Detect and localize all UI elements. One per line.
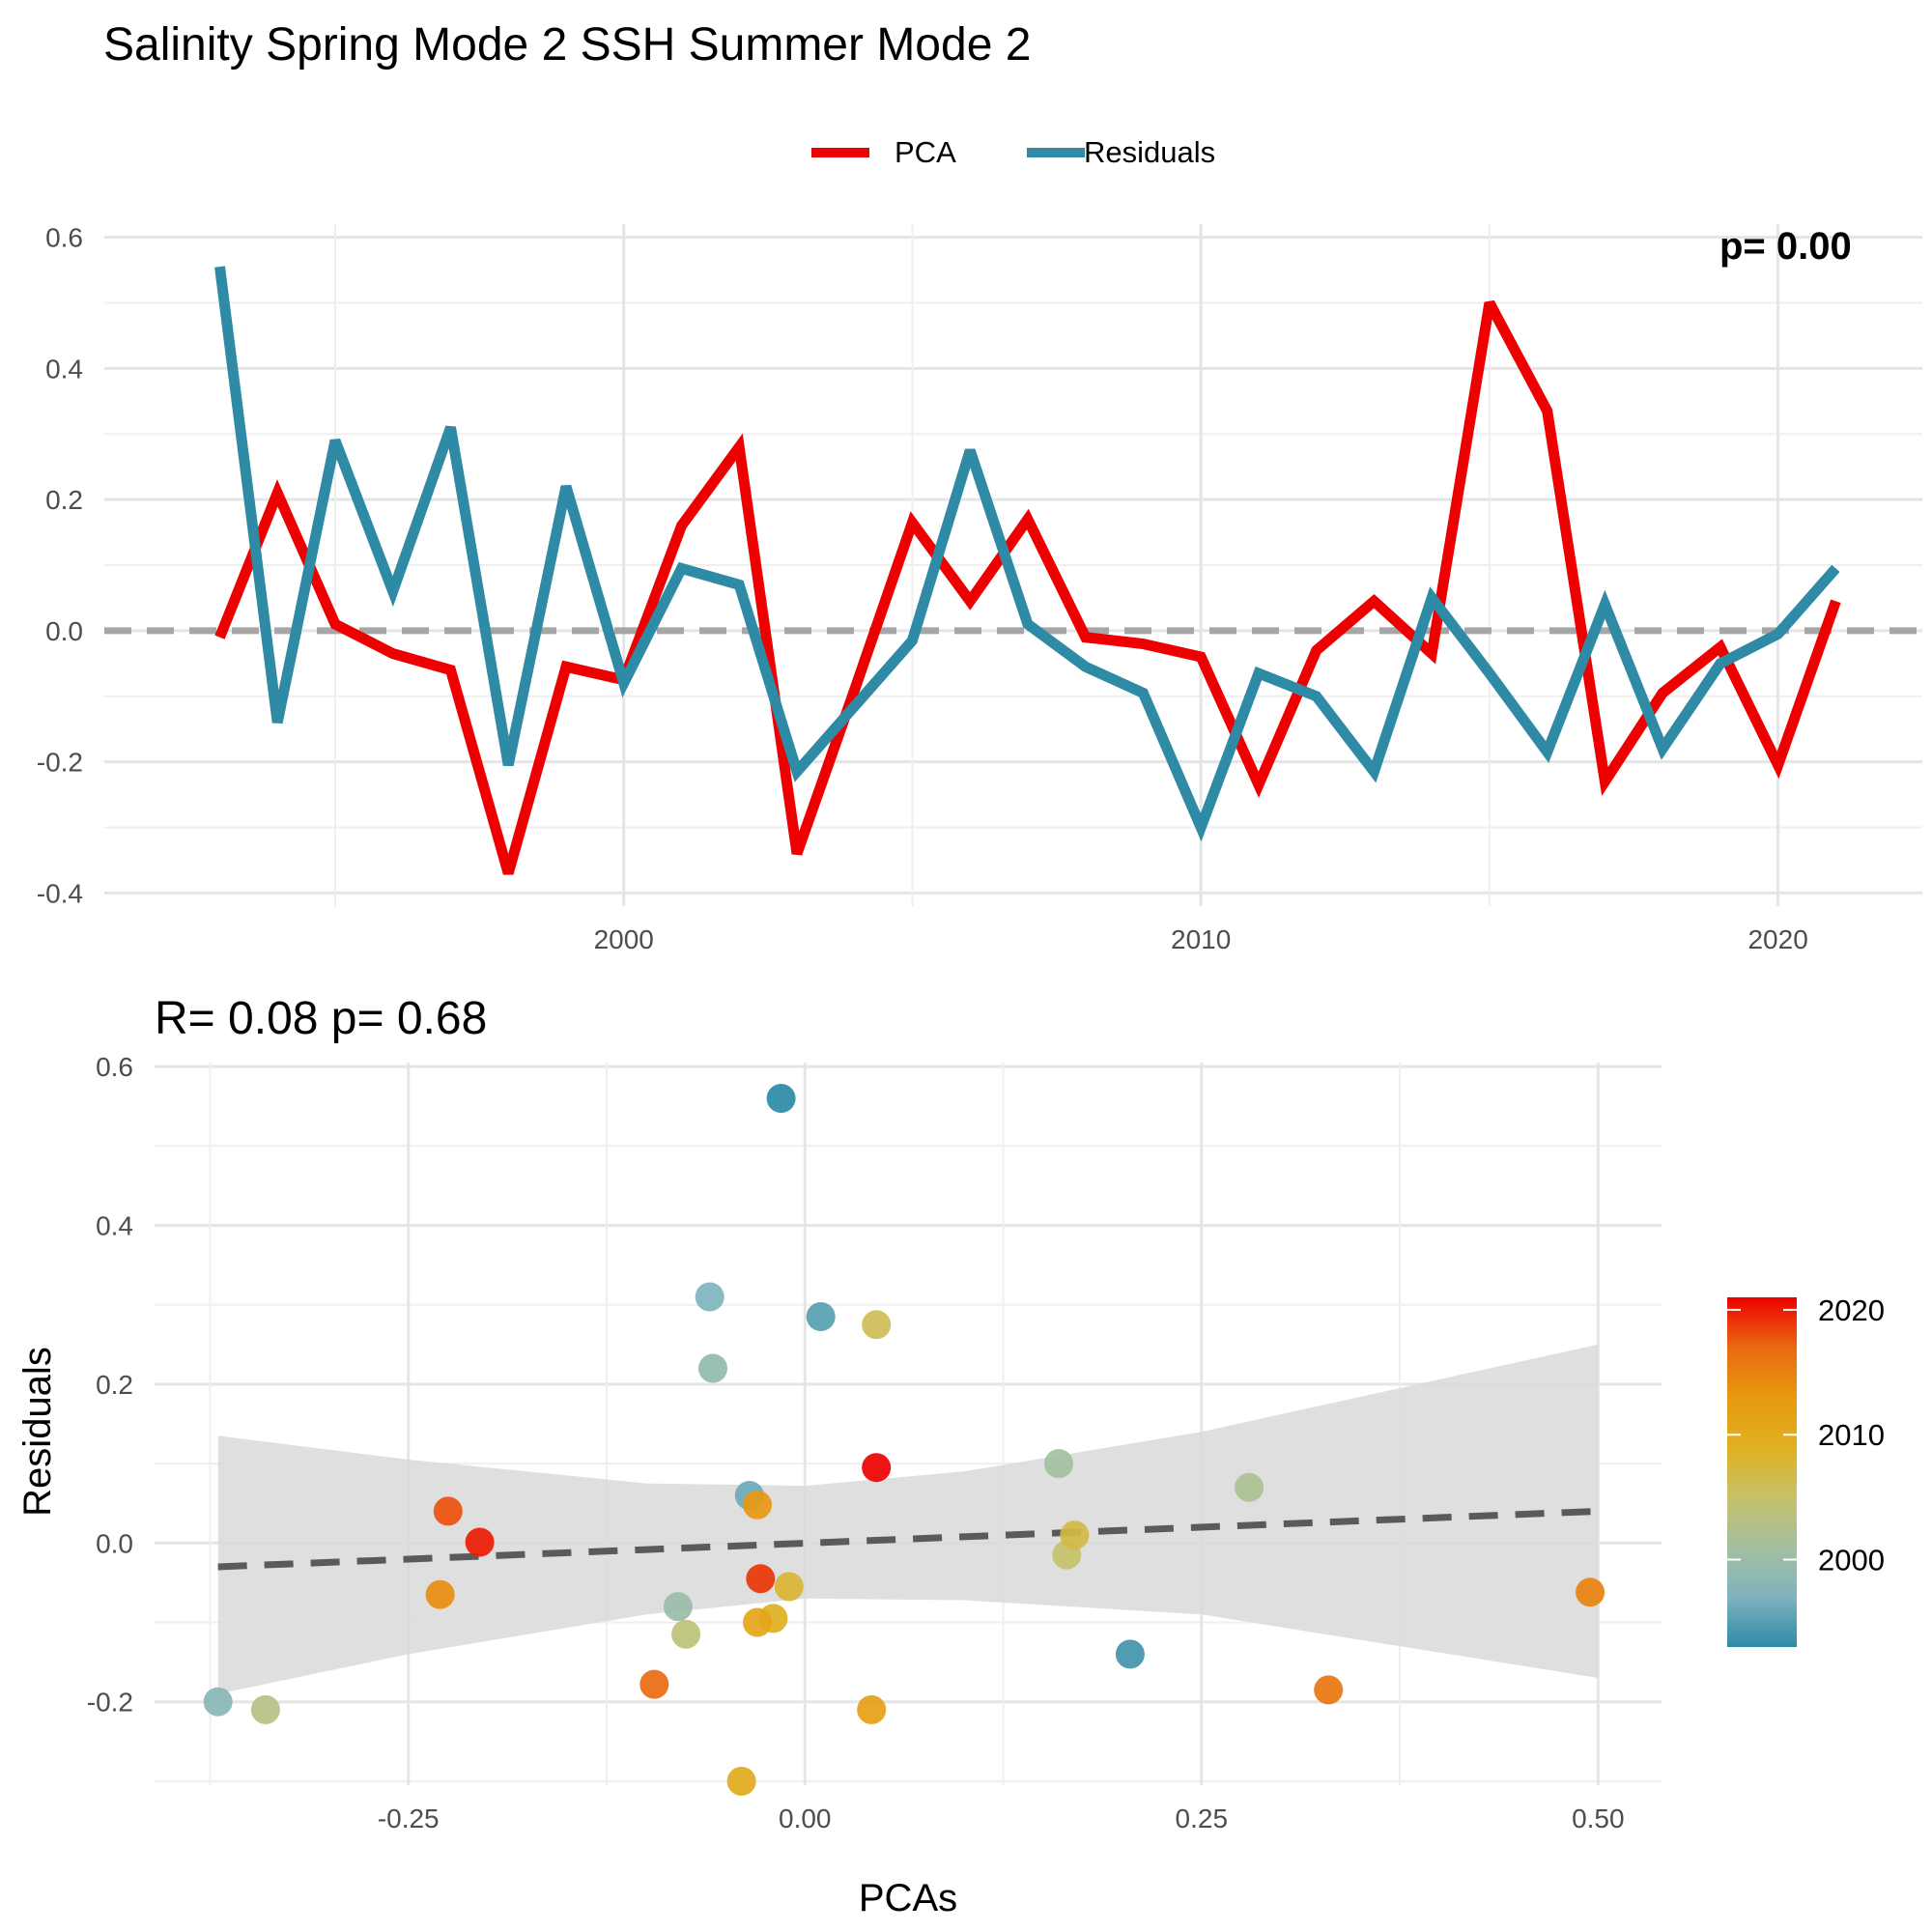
scatter-x-tick-label: 0.50 [1572,1804,1625,1833]
timeseries-y-tick-label: -0.2 [37,748,83,778]
figure-title: Salinity Spring Mode 2 SSH Summer Mode 2 [103,19,1031,71]
scatter-point [663,1592,693,1622]
scatter-point [1235,1472,1264,1502]
series-line-pca [214,299,1841,875]
scatter-x-ticks: -0.25 0.00 0.25 0.50 [378,1804,1625,1833]
scatter-point [746,1564,776,1594]
scatter-y-tick-label: 0.2 [96,1370,133,1400]
scatter-point [806,1302,836,1331]
scatter-panel: -0.20.00.20.40.6 -0.25 0.00 0.25 0.50 PCAs … [16,1052,1662,1919]
clipped-p-value-annotation: p= 0.00 [1719,225,1852,268]
timeseries-x-ticks: 2000 2010 2020 [594,924,1808,954]
scatter-point [743,1607,772,1637]
scatter-y-tick-label: 0.0 [96,1528,133,1558]
colorbar-gradient [1727,1297,1797,1647]
series-line-residuals [214,266,1840,842]
scatter-point [857,1694,887,1724]
scatter-point [698,1353,727,1383]
scatter-point [639,1669,669,1699]
scatter-point [465,1527,495,1557]
scatter-x-axis-label: PCAs [859,1877,957,1919]
colorbar-tick-label: 2010 [1818,1418,1885,1452]
scatter-point [433,1496,463,1526]
year-colorbar: 2020 2010 2000 [1727,1293,1885,1647]
scatter-point [671,1619,701,1649]
timeseries-x-tick-label: 2010 [1171,924,1231,954]
scatter-point [695,1282,724,1312]
scatter-points [203,1084,1605,1796]
timeseries-y-tick-label: 0.2 [45,485,83,515]
timeseries-y-tick-label: -0.4 [37,878,83,908]
scatter-title: R= 0.08 p= 0.68 [155,993,487,1044]
scatter-point [1576,1577,1605,1607]
timeseries-y-tick-label: 0.4 [45,354,83,384]
scatter-point [766,1084,796,1113]
scatter-point [862,1453,892,1483]
colorbar-ticks: 2020 2010 2000 [1727,1293,1885,1577]
timeseries-panel: -0.4 -0.2 0.0 0.2 0.4 0.6 2000 2010 2020 p= 0.0… [37,223,1922,954]
confidence-band [217,1344,1599,1694]
scatter-point [1115,1639,1145,1669]
scatter-y-tick-label: 0.4 [96,1211,133,1241]
scatter-x-tick-label: 0.25 [1176,1804,1229,1833]
legend-label-residuals: Residuals [1084,135,1215,169]
scatter-y-ticks: -0.2 0.0 0.2 0.4 0.6 [87,1052,133,1718]
scatter-point [774,1572,804,1602]
scatter-point [250,1694,280,1724]
colorbar-tick-label: 2020 [1818,1293,1885,1327]
timeseries-y-ticks: -0.4 -0.2 0.0 0.2 0.4 0.6 [37,223,83,909]
scatter-x-tick-label: -0.25 [378,1804,440,1833]
scatter-y-tick-label: 0.6 [96,1052,133,1082]
scatter-x-tick-label: 0.00 [779,1804,832,1833]
timeseries-lines [214,266,1841,875]
colorbar-tick-label: 2000 [1818,1544,1885,1577]
scatter-point [726,1766,756,1796]
legend: PCA Residuals [811,135,1215,169]
scatter-point [862,1310,892,1340]
scatter-point [1060,1520,1090,1550]
scatter-point [203,1687,233,1717]
timeseries-x-tick-label: 2020 [1747,924,1807,954]
scatter-point [425,1579,455,1609]
timeseries-x-tick-label: 2000 [594,924,654,954]
scatter-y-tick-label: -0.2 [87,1688,133,1718]
legend-label-pca: PCA [895,135,956,169]
scatter-point [1044,1449,1073,1479]
scatter-point [1314,1675,1344,1705]
scatter-point [743,1490,772,1520]
timeseries-y-tick-label: 0.0 [45,616,83,646]
scatter-y-axis-label: Residuals [16,1347,59,1517]
timeseries-y-tick-label: 0.6 [45,223,83,253]
